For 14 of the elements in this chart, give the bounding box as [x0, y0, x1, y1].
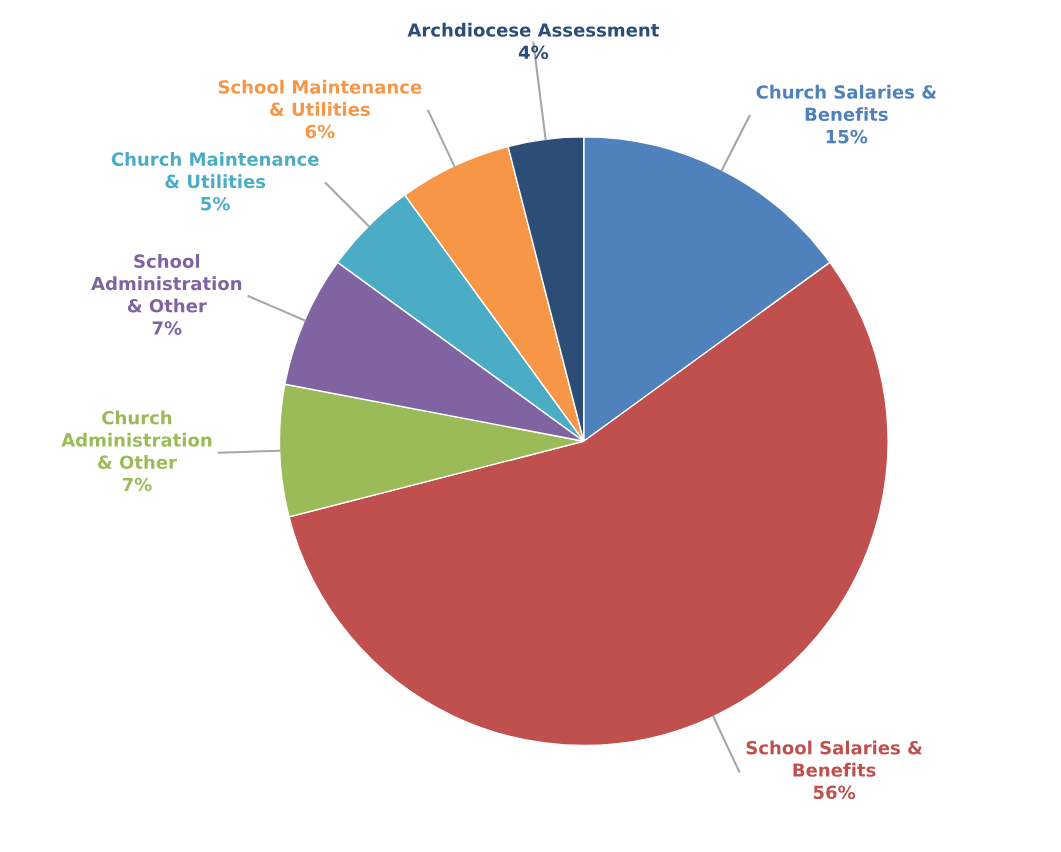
slice-label: Church Administration & Other: [61, 410, 212, 470]
slice-label: Church Salaries & Benefits: [756, 84, 937, 122]
slice-label: School Salaries & Benefits: [746, 740, 923, 777]
data-label: 6%: [305, 124, 335, 139]
slice-label: Archdiocese Assessment: [407, 22, 659, 37]
data-label: 7%: [122, 477, 152, 492]
slice-label: School Maintenance & Utilities: [218, 79, 422, 117]
slice-label: School Administration & Other: [91, 254, 242, 313]
data-label: 5%: [201, 196, 230, 211]
data-label: 56%: [813, 785, 856, 800]
slice-label: Church Maintenance & Utilities: [111, 152, 319, 189]
data-label: 15%: [826, 129, 868, 144]
data-label: 4%: [518, 45, 549, 60]
data-label: 7%: [152, 321, 182, 335]
